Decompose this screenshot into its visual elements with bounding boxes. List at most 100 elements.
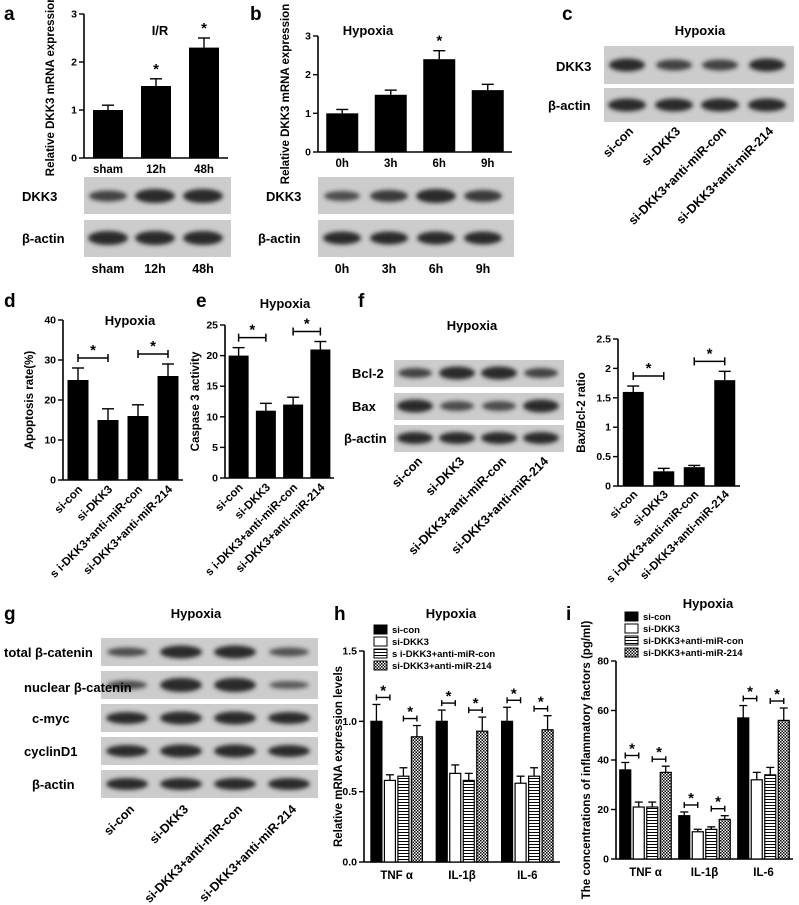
significance-mark: * <box>629 740 635 757</box>
panel-label-b: b <box>250 4 262 25</box>
band-c-actin-4 <box>748 98 786 112</box>
panel-label-i: i <box>566 604 571 625</box>
band-c-actin-2 <box>655 98 693 112</box>
legend-label: si-DKK3+anti-miR-214 <box>392 661 492 672</box>
bar <box>764 774 777 860</box>
bar <box>462 779 475 863</box>
chart-b: 0 1 2 3 Relative DKK3 mRNA expression Hypoxia… <box>280 4 512 184</box>
bar <box>471 90 504 152</box>
y-tick-label: 10 <box>44 435 56 447</box>
chart-title: Hypoxia <box>683 596 734 611</box>
panel-label-e: e <box>196 291 207 312</box>
legend-swatch <box>624 635 639 646</box>
category-label: IL-1β <box>691 867 718 879</box>
significance-mark: * <box>153 61 159 78</box>
blot-a-lane-sham: sham <box>92 262 125 276</box>
bar <box>326 113 359 152</box>
panel-label-f: f <box>358 291 365 312</box>
band-c-dkk3-4 <box>749 58 785 72</box>
significance-mark: * <box>90 342 96 359</box>
panel-label-c: c <box>562 4 573 25</box>
bar <box>410 736 424 863</box>
category-label: IL-6 <box>517 870 537 882</box>
bar <box>653 471 675 486</box>
band-actin-0h <box>323 231 361 245</box>
legend-label: si-con <box>392 625 420 636</box>
band-dkk3-48h <box>183 189 223 203</box>
band-actin-9h <box>464 231 502 245</box>
y-tick-label: 20 <box>206 350 218 362</box>
significance-mark: * <box>774 686 780 703</box>
bar <box>514 782 527 863</box>
blot-c-title: Hypoxia <box>675 23 726 38</box>
blot-f-label-actin: β-actin <box>344 431 387 446</box>
legend-swatch <box>373 636 388 647</box>
blot-c-lane-2: si-DKK3 <box>639 124 683 168</box>
bar <box>705 828 718 860</box>
blot-g-label-cyclin: cyclinD1 <box>24 744 77 759</box>
chart-h: 0.0 0.5 1.0 1.5 Relative mRNA expression lev… <box>333 606 560 882</box>
y-tick-label: 1.5 <box>342 646 357 658</box>
blot-b-lane-3h: 3h <box>382 262 397 276</box>
band-g-cyclin-1 <box>106 745 148 757</box>
band-f-bcl2-1 <box>398 368 432 378</box>
y-tick-label: 2.5 <box>596 334 611 346</box>
panel-label-a: a <box>4 4 15 25</box>
band-dkk3-9h <box>464 190 502 202</box>
band-f-bcl2-3 <box>481 366 517 380</box>
y-tick-label: 40 <box>44 315 56 327</box>
bar <box>646 806 659 860</box>
blot-a-label-actin: β-actin <box>22 231 65 246</box>
legend-swatch <box>624 647 639 658</box>
significance-mark: * <box>646 360 652 377</box>
y-tick-label: 2 <box>71 57 77 69</box>
significance-mark: * <box>473 695 479 712</box>
blot-b-label-actin: β-actin <box>258 231 301 246</box>
y-tick-label: 0.5 <box>342 786 357 798</box>
band-c-actin-3 <box>701 98 739 112</box>
y-tick-label: 0.0 <box>342 857 357 869</box>
y-tick-label: 0 <box>305 147 311 159</box>
bar <box>683 467 705 486</box>
legend-label: si-DKK3 <box>392 637 429 648</box>
band-g-total-3 <box>214 645 256 659</box>
y-tick-label: 3 <box>305 31 311 43</box>
legend-label: s i-DKK3+anti-miR-con <box>392 649 495 660</box>
significance-mark: * <box>707 345 713 362</box>
band-f-actin-4 <box>523 432 559 444</box>
chart-a: 0 1 2 3 Relative DKK3 mRNA expression I/R sham… <box>45 0 228 176</box>
blot-a-lane-48h: 48h <box>192 262 214 276</box>
y-tick-label: 1 <box>605 422 611 434</box>
band-g-total-2 <box>160 645 202 659</box>
blot-a-lane-12h: 12h <box>144 262 166 276</box>
significance-mark: * <box>380 682 386 699</box>
category-label: TNF α <box>380 870 413 882</box>
bar <box>541 729 554 863</box>
band-f-bcl2-2 <box>439 366 475 380</box>
blot-g-lane-2: si-DKK3 <box>147 802 191 846</box>
legend-label: si-DKK3+anti-miR-con <box>643 636 744 647</box>
significance-mark: * <box>304 316 310 333</box>
band-g-nuclear-2 <box>160 678 202 692</box>
category-label: 12h <box>146 164 166 176</box>
significance-mark: * <box>249 322 255 339</box>
category-label: 48h <box>194 164 214 176</box>
band-g-cyclin-3 <box>214 744 256 758</box>
band-actin-sham <box>88 231 128 245</box>
band-c-dkk3-2 <box>656 59 692 71</box>
legend-label: si-DKK3 <box>643 624 680 635</box>
blot-b-lane-0h: 0h <box>335 262 350 276</box>
blot-g-label-nuclear: nuclear β-catenin <box>24 680 132 695</box>
blot-a: DKK3 β-actin sham 12h 48h <box>22 177 231 276</box>
significance-mark: * <box>747 684 753 701</box>
category-label: 0h <box>336 158 349 170</box>
category-label: TNF α <box>629 867 662 879</box>
bar <box>718 818 731 860</box>
band-f-bax-3 <box>482 401 516 411</box>
bar <box>449 772 462 863</box>
blot-g-lane-4: si-DKK3+anti-miR-214 <box>197 802 300 905</box>
blot-g-lane-1: si-con <box>101 802 137 838</box>
chart-title: Hypoxia <box>343 23 394 38</box>
y-tick-label: 0 <box>605 481 611 493</box>
